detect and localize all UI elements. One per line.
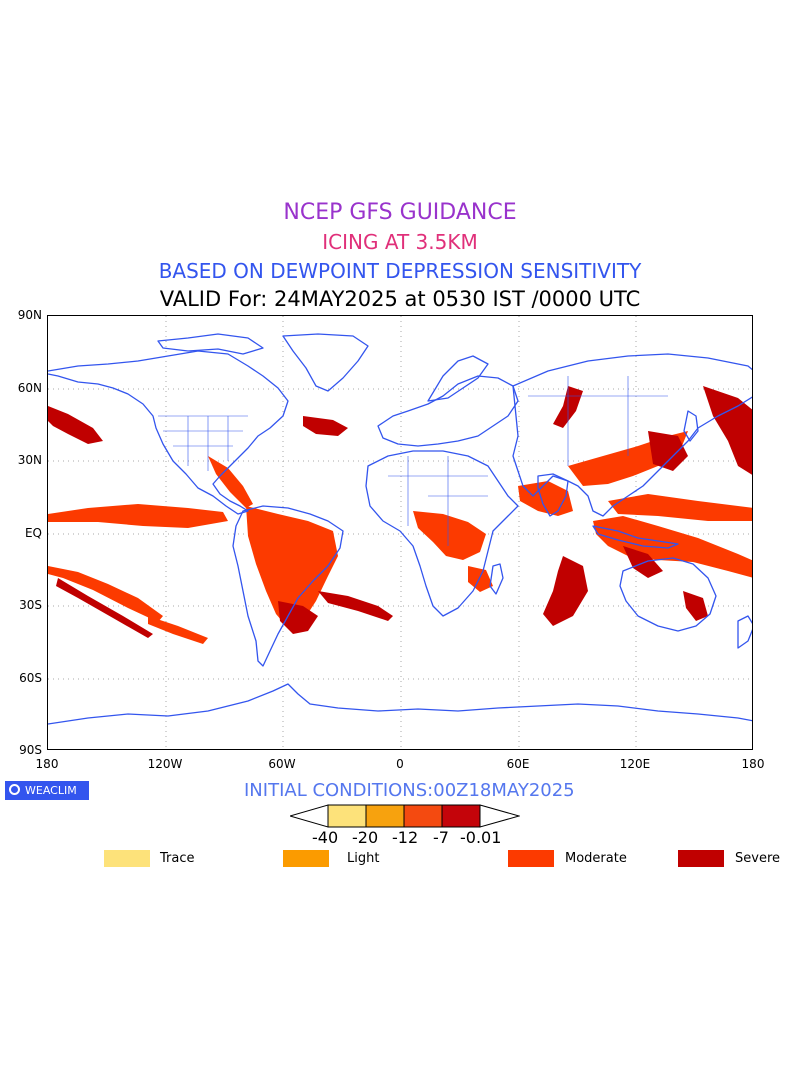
lat-label-60s: 60S	[19, 671, 42, 685]
legend-swatch-moderate	[508, 850, 554, 867]
coastline-australia	[619, 557, 717, 632]
lat-label-30n: 30N	[17, 453, 42, 467]
scale-label: -7	[433, 828, 449, 847]
coastline-africa	[365, 450, 519, 617]
lon-label-120w: 120W	[147, 757, 183, 771]
icing-area-severe	[48, 406, 103, 444]
icing-area-severe	[56, 578, 153, 638]
icing-area-moderate	[518, 481, 573, 516]
icing-area-moderate	[608, 494, 752, 521]
icing-area-severe	[318, 591, 393, 621]
icing-area-moderate	[246, 506, 338, 628]
icing-area-moderate	[593, 516, 752, 578]
coastline-india	[537, 473, 569, 517]
scale-bin-moderate	[403, 804, 443, 828]
icing-area-moderate	[208, 456, 253, 508]
scale-arrow-left	[290, 804, 329, 828]
icing-area-severe	[303, 416, 348, 436]
coastline-madagascar	[489, 563, 504, 595]
logo-text: WEACLIM	[25, 784, 77, 797]
scale-label: -0.01	[460, 828, 502, 847]
title-line-3: BASED ON DEWPOINT DEPRESSION SENSITIVITY	[158, 259, 642, 283]
title-line-2: ICING AT 3.5KM	[322, 230, 478, 254]
icing-area-severe	[703, 386, 752, 475]
coastline-japan	[683, 410, 699, 442]
coastline-new-zealand	[737, 615, 752, 649]
color-scale-bar	[290, 804, 520, 828]
icing-area-moderate	[468, 566, 493, 592]
icing-areas	[48, 386, 752, 644]
icing-area-severe	[543, 556, 588, 626]
map-canvas	[48, 316, 752, 749]
legend-swatch-severe	[678, 850, 724, 867]
coastline-scandinavia	[427, 355, 489, 402]
lon-label-0: 0	[396, 757, 404, 771]
legend-label-severe: Severe	[735, 851, 780, 866]
legend-swatch-trace	[104, 850, 150, 867]
scale-bin-trace	[327, 804, 367, 828]
country-borders	[158, 376, 668, 546]
icing-area-severe	[648, 431, 688, 471]
coastline-greenland	[282, 333, 369, 392]
lon-label-180w: 180	[35, 757, 59, 771]
legend-label-trace: Trace	[160, 851, 195, 866]
coastline-europe	[377, 375, 519, 447]
coastline-south-america	[232, 505, 344, 667]
lon-label-120e: 120E	[619, 757, 651, 771]
title-line-1: NCEP GFS GUIDANCE	[283, 200, 517, 225]
coastline-north-america	[48, 350, 289, 515]
icing-area-severe	[623, 546, 663, 578]
coastline-indonesia	[592, 525, 679, 549]
scale-label: -12	[392, 828, 419, 847]
legend-label-moderate: Moderate	[565, 851, 627, 866]
icing-area-severe	[683, 591, 708, 621]
scale-bin-severe	[441, 804, 481, 828]
lon-label-60w: 60W	[268, 757, 296, 771]
coastline-arctic-islands	[157, 333, 264, 355]
lat-label-90n: 90N	[17, 308, 42, 322]
lat-label-60n: 60N	[17, 381, 42, 395]
valid-time-title: VALID For: 24MAY2025 at 0530 IST /0000 U…	[159, 287, 641, 311]
logo-circle-icon	[9, 784, 20, 795]
scale-arrow-right	[479, 804, 520, 828]
legend-swatch-light	[283, 850, 329, 867]
coastline-asia	[512, 353, 752, 517]
coastlines	[48, 333, 752, 725]
scale-bin-light	[365, 804, 405, 828]
weaclim-logo: WEACLIM	[5, 781, 89, 800]
icing-area-moderate	[413, 511, 486, 560]
icing-map	[47, 315, 753, 750]
icing-area-moderate	[148, 616, 208, 644]
initial-conditions: INITIAL CONDITIONS:00Z18MAY2025	[244, 780, 575, 801]
lat-label-90s: 90S	[19, 743, 42, 757]
lon-label-180e: 180	[741, 757, 765, 771]
scale-label: -40	[312, 828, 339, 847]
lat-label-30s: 30S	[19, 598, 42, 612]
lat-label-eq: EQ	[24, 526, 42, 540]
coastline-antarctica	[48, 683, 752, 725]
lon-label-60e: 60E	[506, 757, 530, 771]
icing-area-severe	[278, 601, 318, 634]
scale-label: -20	[352, 828, 379, 847]
icing-area-moderate	[48, 504, 228, 528]
icing-area-moderate	[48, 566, 163, 622]
legend-label-light: Light	[347, 851, 380, 866]
